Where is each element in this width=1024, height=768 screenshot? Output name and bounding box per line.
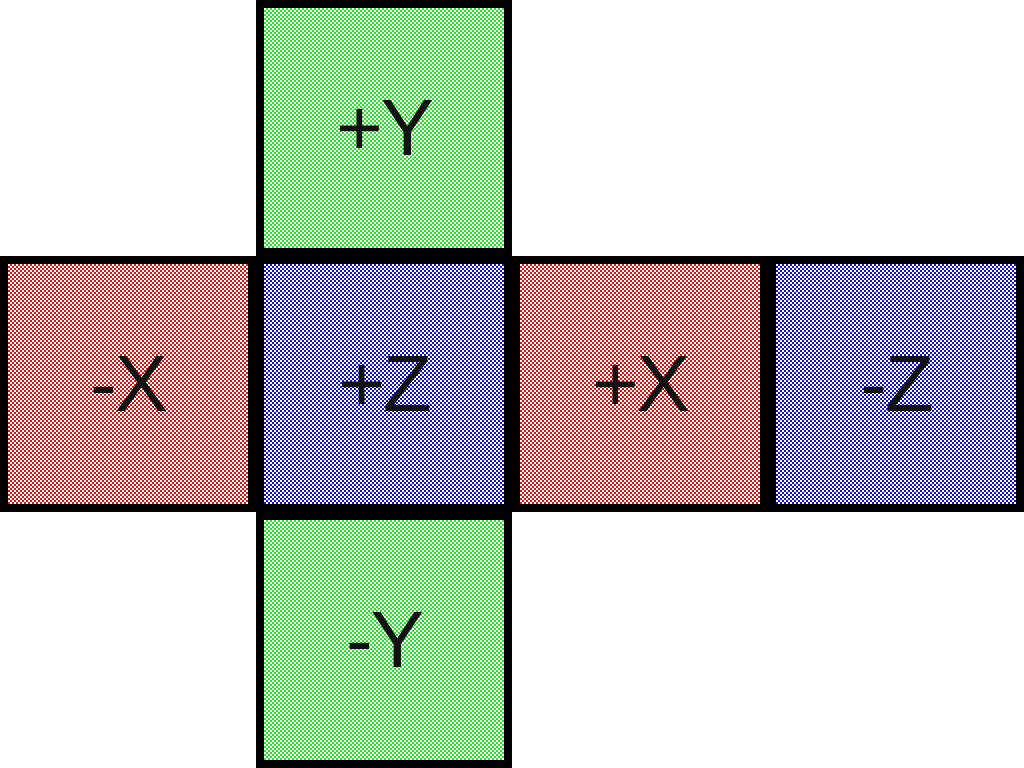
face-positive-y: +Y bbox=[256, 0, 512, 256]
face-negative-x: -X bbox=[0, 256, 256, 512]
face-label-positive-z: +Z bbox=[338, 339, 432, 428]
face-label-negative-y: -Y bbox=[346, 595, 424, 684]
face-negative-y: -Y bbox=[256, 512, 512, 768]
face-label-positive-x: +X bbox=[591, 339, 690, 428]
face-positive-z: +Z bbox=[256, 256, 512, 512]
face-negative-z: -Z bbox=[768, 256, 1024, 512]
face-label-negative-x: -X bbox=[90, 339, 168, 428]
face-label-positive-y: +Y bbox=[335, 83, 434, 172]
face-positive-x: +X bbox=[512, 256, 768, 512]
face-label-negative-z: -Z bbox=[860, 339, 934, 428]
